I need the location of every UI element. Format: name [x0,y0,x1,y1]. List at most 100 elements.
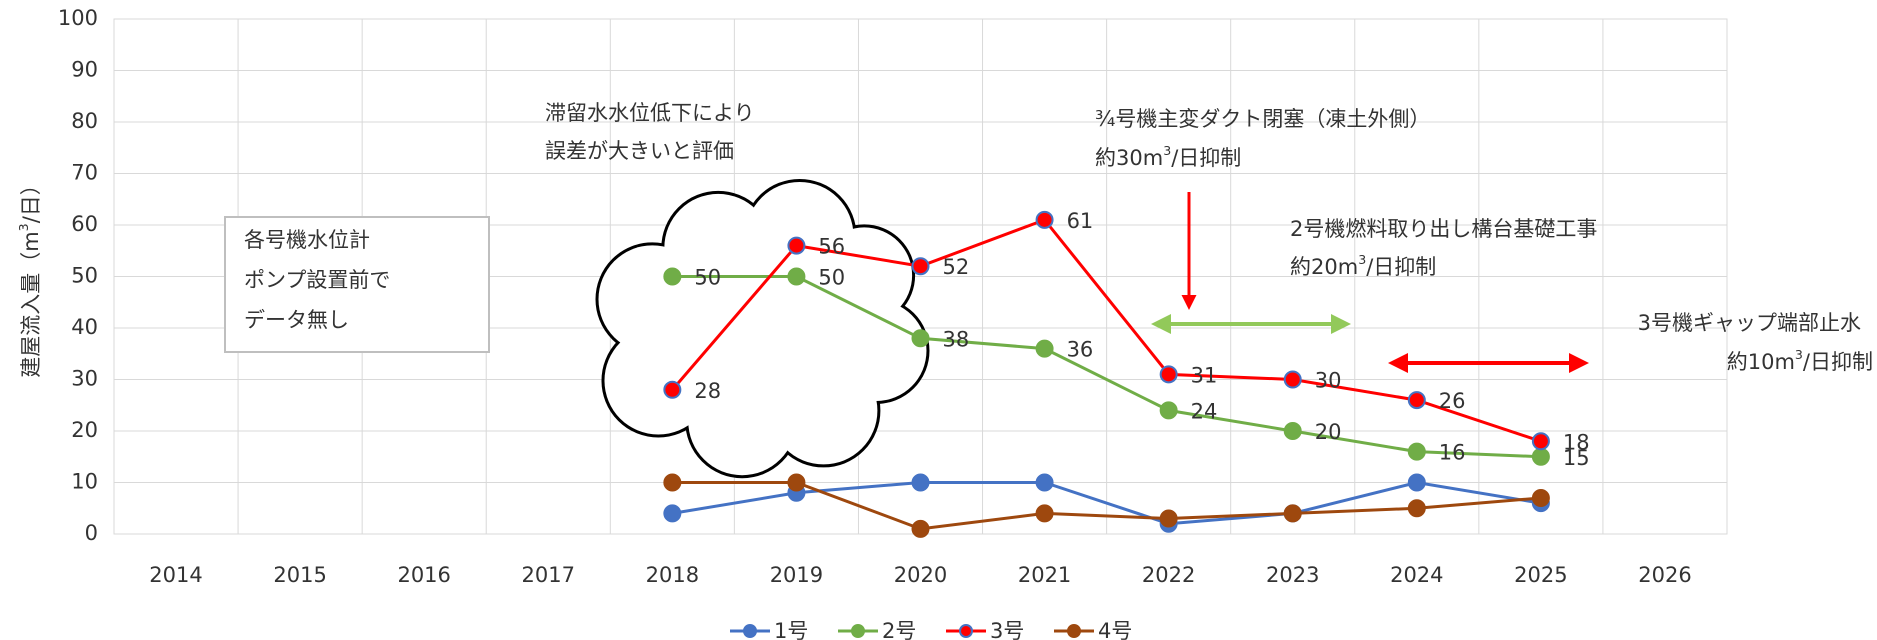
x-tick-label: 2022 [1142,563,1195,587]
y-tick-label: 60 [71,212,98,236]
x-tick-label: 2024 [1390,563,1443,587]
point [911,257,930,276]
point [787,236,806,255]
legend-marker [743,624,757,638]
text-part: /日抑制 [1366,255,1436,279]
x-tick-label: 2020 [894,563,947,587]
point [1159,509,1178,528]
text-part: 3 [1163,143,1171,158]
annotation: 約10m3/日抑制 [1727,347,1873,374]
y-tick-label: 10 [71,470,98,494]
data-label: 30 [1315,369,1342,393]
y-tick-label: 40 [71,315,98,339]
x-tick-label: 2025 [1514,563,1567,587]
data-label: 52 [943,255,970,279]
series-line [672,275,1541,459]
text-part: 3 [1795,347,1803,362]
text-part: 約30m [1095,146,1163,170]
point [911,519,930,538]
text-part: ポンプ設置前で [244,268,390,292]
point [1407,391,1426,410]
text-part: 誤差が大きいと評価 [545,139,734,163]
x-tick-label: 2015 [273,563,326,587]
data-label: 20 [1315,420,1342,444]
legend-label: 2号 [882,619,916,640]
x-tick-label: 2021 [1018,563,1071,587]
point [1407,499,1426,518]
point [1159,365,1178,384]
y-tick-label: 50 [71,264,98,288]
x-tick-label: 2019 [770,563,823,587]
data-label: 16 [1439,441,1466,465]
y-tick-label: 100 [58,6,98,30]
text-part: 2号機燃料取り出し構台基礎工事 [1290,217,1597,241]
point [1531,432,1550,451]
point [1283,504,1302,523]
data-label: 31 [1191,363,1218,387]
point [663,473,682,492]
point [1407,473,1426,492]
y-tick-label: 70 [71,161,98,185]
point [1531,488,1550,507]
text-part: /日抑制 [1803,350,1873,374]
point [663,504,682,523]
point [1531,447,1550,466]
note-box [224,216,490,353]
data-label: 56 [818,235,845,259]
series-line [672,481,1542,531]
annotation: 3号機ギャップ端部止水 [1638,311,1861,335]
y-tick-label: 20 [71,418,98,442]
y-axis-title: 建屋流入量（m3/日） [16,174,43,378]
legend-marker [1067,624,1081,638]
annotation: 約30m3/日抑制 [1095,143,1241,170]
y-tick-label: 30 [71,367,98,391]
data-label: 18 [1563,430,1590,454]
point [1283,422,1302,440]
series-line [671,218,1542,443]
marks: 50 50 38 36 24 20 16 15 28 56 52 61 31 30 26 18 [663,209,1590,538]
legend-marker [851,624,865,638]
cloud-fill [664,239,844,419]
point [1035,504,1054,523]
text-part: 3号機ギャップ端部止水 [1638,311,1861,335]
text-part: 滞留水水位低下により [545,101,755,125]
annotation: 約20m3/日抑制 [1290,252,1436,279]
point [1035,210,1054,229]
annotation: 誤差が大きいと評価 [545,139,734,163]
text-part: 各号機水位計 [244,228,370,252]
point [1283,370,1302,389]
cloud [595,178,930,479]
annotation: 2号機燃料取り出し構台基礎工事 [1290,217,1597,241]
x-tick-label: 2016 [397,563,450,587]
annotation: ポンプ設置前で [244,268,390,292]
data-label: 24 [1191,399,1218,423]
y-tick-label: 0 [85,521,98,545]
x-tick-label: 2017 [522,563,575,587]
legend-label: 3号 [990,619,1024,640]
text-part: 3 [16,223,31,231]
point [911,473,930,492]
annotation: 滞留水水位低下により [545,101,755,125]
text-part: 約10m [1727,350,1795,374]
legend-label: 1号 [774,619,808,640]
text-part: 約20m [1290,255,1358,279]
data-label: 36 [1067,338,1094,362]
data-label: 38 [943,327,970,351]
point [1035,473,1054,492]
data-label: 50 [818,266,845,290]
point [787,473,806,492]
text-part: /日） [19,174,43,223]
text-part: ¾号機主変ダクト閉塞（凍土外側） [1095,107,1430,131]
x-tick-label: 2014 [149,563,202,587]
data-label: 26 [1439,389,1466,413]
x-tick-label: 2026 [1638,563,1691,587]
point [663,267,682,286]
annotation: ¾号機主変ダクト閉塞（凍土外側） [1095,107,1430,131]
y-tick-label: 90 [71,58,98,82]
point [1407,442,1426,461]
point [1159,401,1178,420]
annotation: 各号機水位計 [244,228,370,252]
point [787,267,806,286]
